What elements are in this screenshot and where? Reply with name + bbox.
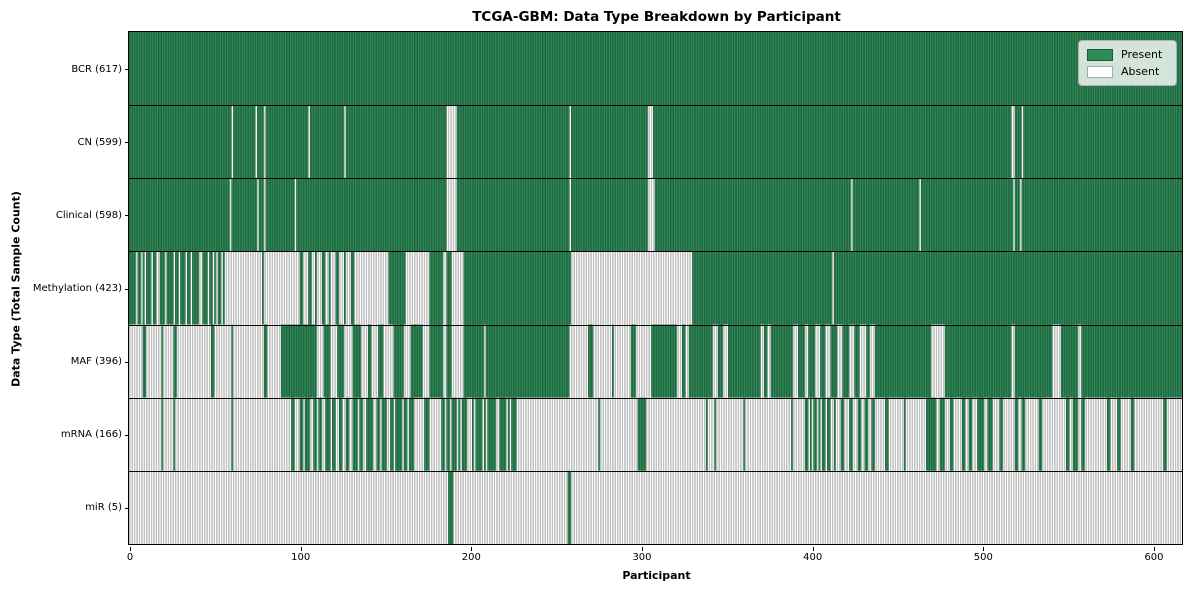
y-tick-label: mRNA (166) bbox=[60, 429, 122, 441]
x-tick-label: 100 bbox=[291, 552, 311, 563]
y-tick-mark bbox=[124, 434, 129, 436]
x-axis-label: Participant bbox=[622, 569, 691, 582]
absent-swatch-icon bbox=[1087, 65, 1113, 78]
y-tick-mark bbox=[124, 507, 129, 509]
legend-item-absent: Absent bbox=[1087, 63, 1168, 80]
y-tick-mark bbox=[124, 69, 129, 71]
y-tick-mark bbox=[124, 142, 129, 144]
x-tick-label: 200 bbox=[461, 552, 481, 563]
y-tick-label: BCR (617) bbox=[71, 63, 122, 75]
y-tick-label: miR (5) bbox=[85, 502, 122, 514]
x-tick-mark bbox=[983, 546, 985, 551]
x-tick-label: 600 bbox=[1144, 552, 1164, 563]
chart-title: TCGA-GBM: Data Type Breakdown by Partici… bbox=[472, 9, 841, 25]
x-tick-label: 400 bbox=[803, 552, 823, 563]
y-tick-label: CN (599) bbox=[77, 136, 122, 148]
x-tick-mark bbox=[300, 546, 302, 551]
x-tick-mark bbox=[641, 546, 643, 551]
heatmap-canvas bbox=[129, 32, 1182, 544]
legend: Present Absent bbox=[1078, 40, 1177, 86]
x-tick-label: 300 bbox=[632, 552, 652, 563]
plot-area bbox=[128, 31, 1183, 545]
y-tick-mark bbox=[124, 215, 129, 217]
x-tick-mark bbox=[1153, 546, 1155, 551]
y-tick-mark bbox=[124, 361, 129, 363]
x-tick-mark bbox=[130, 546, 131, 551]
x-tick-mark bbox=[812, 546, 814, 551]
y-tick-mark bbox=[124, 288, 129, 290]
legend-item-present: Present bbox=[1087, 46, 1168, 63]
x-tick-label: 0 bbox=[126, 552, 134, 563]
y-tick-label: Clinical (598) bbox=[55, 209, 122, 221]
legend-label-present: Present bbox=[1121, 48, 1163, 61]
y-tick-label: Methylation (423) bbox=[32, 283, 122, 294]
legend-label-absent: Absent bbox=[1121, 65, 1160, 78]
x-tick-label: 500 bbox=[973, 552, 993, 563]
x-tick-mark bbox=[471, 546, 473, 551]
y-tick-label: MAF (396) bbox=[70, 356, 122, 368]
present-swatch-icon bbox=[1087, 48, 1113, 61]
